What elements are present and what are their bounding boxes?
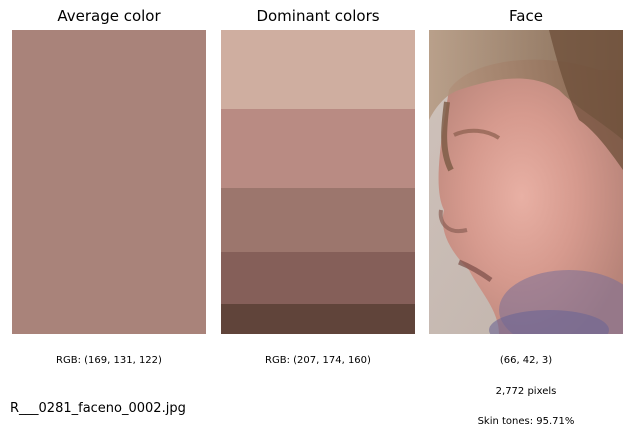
face-crop-image <box>429 30 623 334</box>
average-rgb-caption: RGB: (169, 131, 122) <box>56 355 162 366</box>
dominant-color-band <box>221 109 415 189</box>
face-skin-caption: Skin tones: 95.71% <box>477 416 575 427</box>
face-pixels-caption: 2,772 pixels <box>495 386 557 397</box>
dominant-colors-title: Dominant colors <box>256 7 380 25</box>
average-color-fill <box>12 30 206 334</box>
average-color-title: Average color <box>57 7 161 25</box>
dominant-color-band <box>221 251 415 304</box>
face-value-caption: (66, 42, 3) <box>499 355 553 366</box>
face-title: Face <box>509 7 543 25</box>
face-image <box>429 30 623 334</box>
dominant-color-band <box>221 303 415 334</box>
filename-label: R___0281_faceno_0002.jpg <box>10 401 186 416</box>
average-color-swatch <box>12 30 206 334</box>
dominant-color-band <box>221 188 415 252</box>
dominant-rgb-caption: RGB: (207, 174, 160) <box>265 355 371 366</box>
dominant-colors-stack <box>221 30 415 334</box>
dominant-color-band <box>221 30 415 110</box>
